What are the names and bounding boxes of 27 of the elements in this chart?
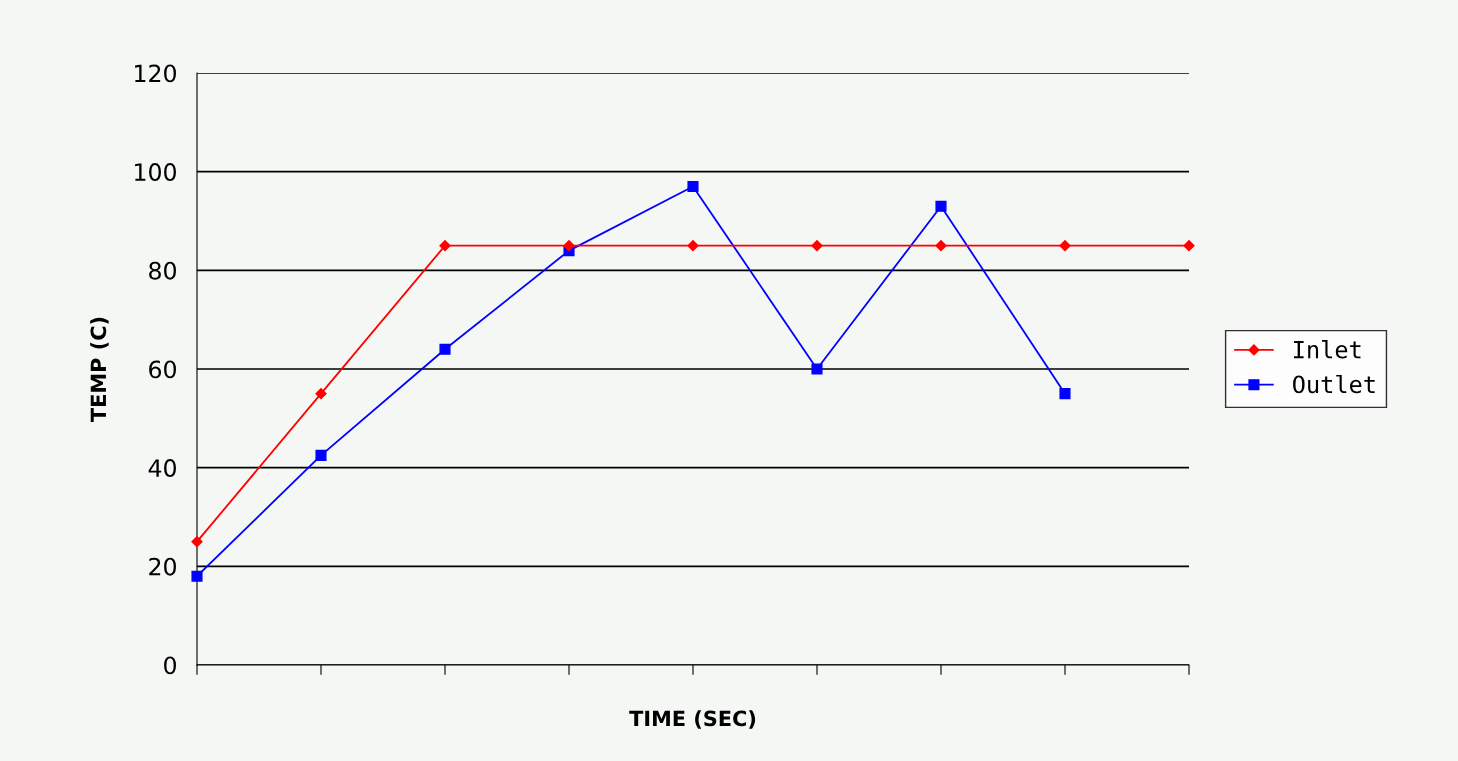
y-axis-title: TEMP (C): [90, 317, 109, 422]
point: [811, 240, 823, 252]
point: [1059, 388, 1071, 400]
point: [563, 240, 575, 252]
point: [1059, 240, 1071, 252]
y-tick-label: 40: [148, 459, 176, 477]
point: [811, 363, 823, 375]
legend-label: Inlet: [1294, 340, 1361, 359]
point: [439, 240, 451, 252]
y-tick-label: 80: [149, 261, 176, 280]
point: [1183, 240, 1195, 252]
point: [935, 240, 947, 252]
x-axis-title: TIME (SEC): [629, 710, 756, 729]
point: [687, 180, 699, 193]
y-tick-label: 20: [149, 557, 176, 576]
y-tick-label: 120: [135, 64, 176, 83]
point: [191, 570, 203, 582]
point: [935, 200, 947, 212]
y-tick-label: 100: [135, 163, 176, 181]
y-tick-label: 0: [164, 656, 176, 675]
point: [315, 388, 327, 400]
point: [439, 343, 451, 355]
y-tick-label: 60: [149, 360, 176, 379]
point: [687, 240, 699, 252]
point: [191, 536, 203, 548]
legend-label: Outlet: [1293, 374, 1375, 394]
point: [315, 449, 327, 461]
